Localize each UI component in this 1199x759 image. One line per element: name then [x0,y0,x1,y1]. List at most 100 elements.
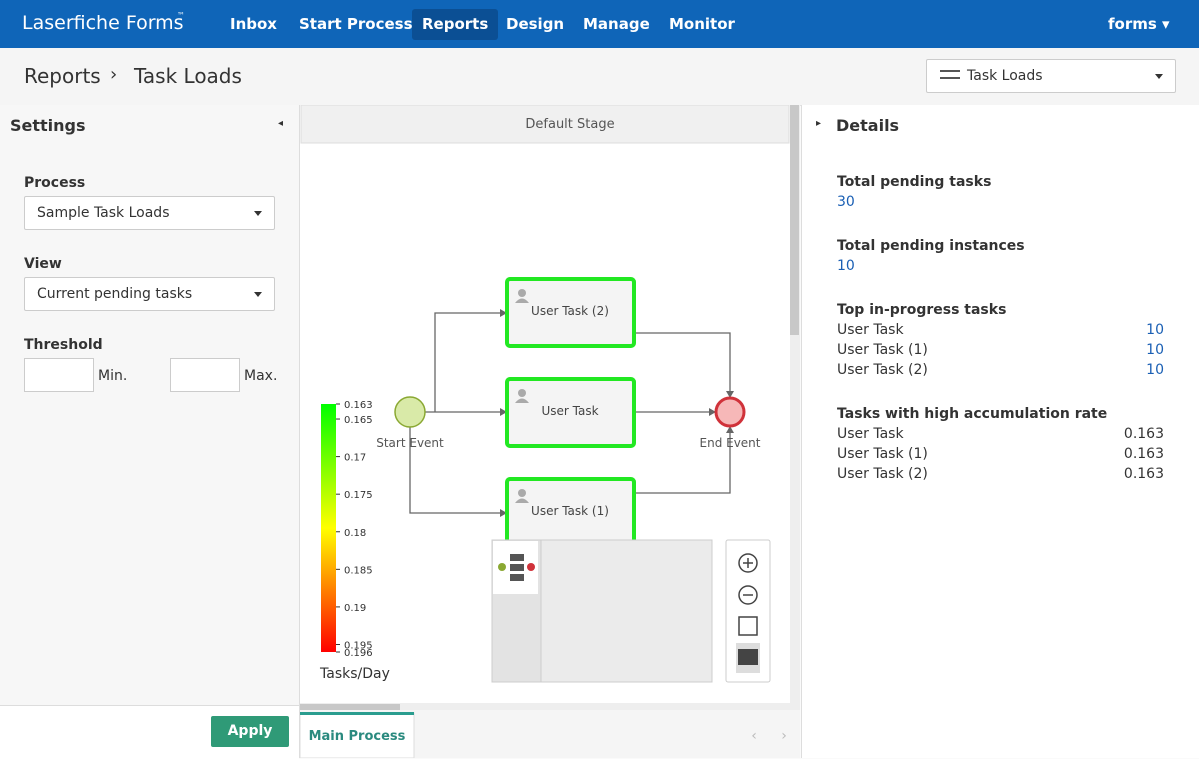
list-row: User Task (1) 10 [837,342,1164,358]
node-label: Start Event [376,436,444,450]
legend-tick-label: 0.19 [344,603,366,614]
nav-item[interactable]: Reports [412,9,499,40]
details-toggle[interactable]: ▸ [816,118,822,129]
node-label: User Task (2) [531,304,609,318]
zoom-out[interactable] [738,585,758,605]
details-title: Details [836,116,900,135]
user-menu[interactable]: forms ▾ [1108,15,1170,33]
h-scroll-track [300,703,790,710]
process-select[interactable]: Sample Task Loads [24,196,275,230]
min-label: Min. [98,368,128,384]
nav-item[interactable]: Monitor [669,15,735,33]
stage-title: Default Stage [525,117,614,132]
nav-item[interactable]: Manage [583,15,650,33]
stat-value[interactable]: 10 [837,258,855,274]
edges [409,312,731,514]
nav-item[interactable]: Start Process [299,15,413,33]
view-select[interactable]: Current pending tasks [24,277,275,311]
row-name: User Task (1) [837,446,928,462]
tab-indicator [300,712,414,715]
stat-value[interactable]: 30 [837,194,855,210]
tab-next[interactable]: › [781,728,787,744]
nav-item[interactable]: Design [506,15,565,33]
row-value[interactable]: 10 [1146,362,1164,378]
tab-label: Main Process [309,729,406,744]
user-task[interactable] [505,277,636,348]
list-row: User Task 0.163 [837,426,1164,442]
process-diagram: Default Stage Start Event User Task (2) Us… [300,105,800,758]
header-bar: Reports › Task Loads Task Loads [0,48,1199,106]
start-event[interactable] [394,396,426,428]
nav-item[interactable]: Inbox [230,15,277,33]
stat-label: Total pending tasks [837,174,992,190]
top-nav: Laserfiche Forms ™ Inbox Start Process Rep… [0,0,1199,48]
tab-prev[interactable]: ‹ [751,728,757,744]
row-value: 0.163 [1123,466,1164,482]
v-scroll-track [790,105,800,710]
minimap-task [510,554,524,561]
details-panel [801,105,1199,758]
list-label: Top in-progress tasks [837,302,1007,318]
row-value[interactable]: 10 [1146,342,1164,358]
row-name: User Task [837,322,904,338]
max-label: Max. [244,368,278,384]
arrowheads [500,309,734,517]
process-value: Sample Task Loads [37,205,170,221]
trademark: ™ [177,11,185,20]
row-name: User Task (1) [837,342,928,358]
breadcrumb-separator: › [110,64,118,85]
legend-tick-label: 0.18 [344,528,366,539]
row-value: 0.163 [1123,426,1164,442]
list-row: User Task 10 [837,322,1164,338]
view-label: View [24,256,62,272]
user-task[interactable] [505,377,636,448]
min-input[interactable] [24,358,94,392]
threshold-label: Threshold [24,337,103,353]
collapse-toggle[interactable]: ◂ [278,118,284,129]
max-input[interactable] [170,358,240,392]
user-name[interactable]: forms [1108,15,1157,33]
legend-tick-label: 0.165 [344,415,373,426]
settings-title: Settings [10,116,86,135]
row-value: 0.163 [1123,446,1164,462]
v-scrollbar[interactable] [790,105,799,335]
list-row: User Task (2) 10 [837,362,1164,378]
node-label: End Event [700,436,761,450]
legend-tick-label: 0.175 [344,490,373,501]
list-label: Tasks with high accumulation rate [837,406,1108,422]
h-scrollbar[interactable] [300,704,400,710]
minimap-end [527,563,535,571]
list-row: User Task (1) 0.163 [837,446,1164,462]
minimap-task [510,564,524,571]
process-label: Process [24,175,86,191]
row-value[interactable]: 10 [1146,322,1164,338]
apply-button[interactable]: Apply [211,716,289,747]
report-icon [940,70,960,79]
end-event[interactable] [714,396,746,428]
brand[interactable]: Laserfiche Forms [22,12,184,34]
legend-title: Tasks/Day [319,666,390,682]
row-name: User Task (2) [837,362,928,378]
legend-tick-label: 0.195 [344,640,373,651]
node-label: User Task [541,404,598,418]
zoom-in[interactable] [738,553,758,573]
zoom-in-icon [743,558,753,568]
legend-tick-label: 0.163 [344,400,373,411]
legend-gradient [321,404,336,652]
stage-header [300,105,790,144]
task-icon-body [515,498,529,503]
task-icon-body [515,298,529,303]
view-value: Current pending tasks [37,286,193,302]
settings-panel: Settings ◂ Process Sample Task Loads Vie… [0,105,300,759]
minimap-start [498,563,506,571]
task-icon-body [515,398,529,403]
report-select-value: Task Loads [967,68,1043,84]
report-select[interactable]: Task Loads [926,59,1176,93]
legend-tick-label: 0.196 [344,648,373,659]
minimap-task [510,574,524,581]
breadcrumb-link[interactable]: Reports [24,64,101,88]
fit-view[interactable] [738,616,758,636]
list-row: User Task (2) 0.163 [837,466,1164,482]
row-name: User Task (2) [837,466,928,482]
